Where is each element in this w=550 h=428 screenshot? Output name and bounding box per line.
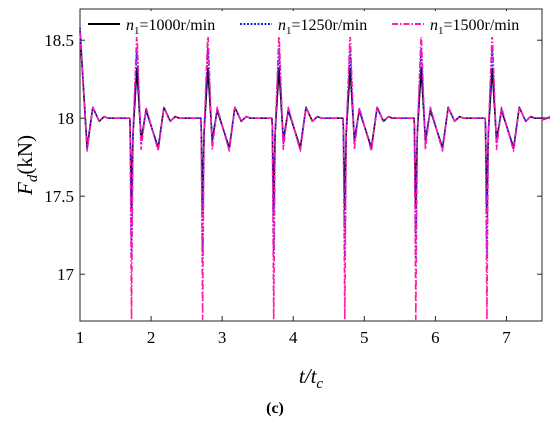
legend: n1=1000r/min n1=1250r/min n1=1500r/min <box>82 11 540 37</box>
chart: 1 2 3 4 5 6 7 17 17.5 18 18.5 n1=1000r/min n1=1250… <box>13 8 550 392</box>
x-axis-title: t/tc <box>299 364 324 392</box>
series-layer <box>79 27 550 321</box>
x-tick-label: 1 <box>76 328 85 347</box>
y-tick-label: 17 <box>57 265 75 284</box>
series-line-2 <box>79 30 550 321</box>
y-tick-label: 18 <box>57 109 74 128</box>
x-tick-label: 6 <box>431 328 440 347</box>
y-tick-label: 18.5 <box>44 31 74 50</box>
legend-label-1250: n1=1250r/min <box>278 17 367 37</box>
legend-box <box>82 11 540 37</box>
x-tick-label: 5 <box>360 328 369 347</box>
tick-layer: 1 2 3 4 5 6 7 17 17.5 18 18.5 <box>44 9 542 347</box>
plot-area <box>79 8 543 322</box>
x-tick-label: 4 <box>289 328 298 347</box>
figure-caption: (c) <box>266 400 284 417</box>
x-tick-label: 2 <box>147 328 156 347</box>
y-tick-label: 17.5 <box>44 187 74 206</box>
legend-label-1000: n1=1000r/min <box>126 17 215 37</box>
y-axis-title: Fd(kN) <box>13 135 41 196</box>
x-tick-label: 3 <box>218 328 227 347</box>
x-tick-label: 7 <box>502 328 511 347</box>
legend-label-1500: n1=1500r/min <box>430 17 519 37</box>
